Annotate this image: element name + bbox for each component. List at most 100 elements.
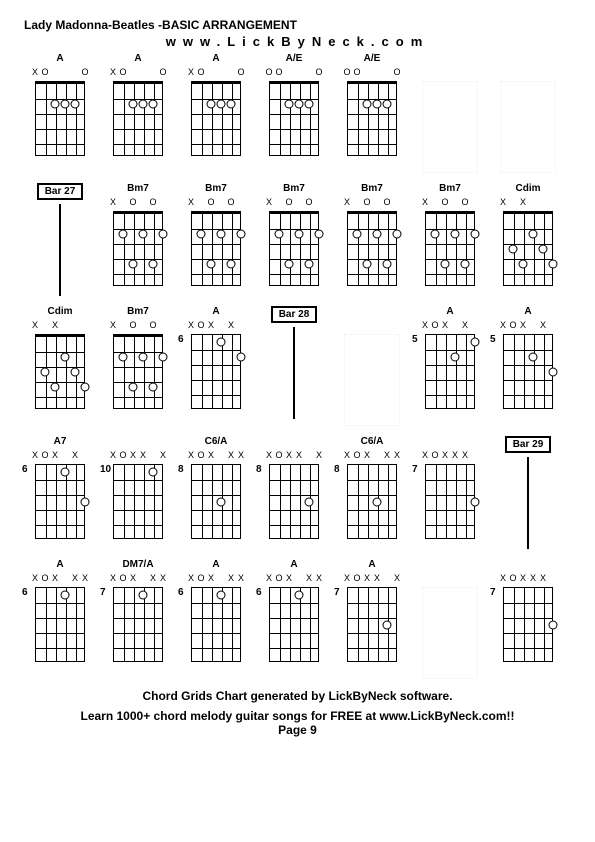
- fretboard-diagram: OOO: [266, 67, 322, 159]
- nut-mark: X: [420, 197, 430, 207]
- bar-label: Bar 27: [37, 183, 84, 200]
- nut-mark: X: [420, 320, 430, 330]
- chord-name: A: [212, 306, 219, 320]
- chord-diagram: Bm7XOO: [414, 183, 486, 296]
- nut-mark: O: [236, 67, 246, 77]
- fretboard-diagram: XOXXX6: [32, 573, 88, 665]
- nut-mark: X: [314, 450, 324, 460]
- chord-diagram: AXOXXX6: [258, 559, 330, 679]
- fret-number: 6: [22, 587, 28, 598]
- finger-dot: [51, 99, 60, 108]
- fretboard-diagram: XOXXX7: [500, 573, 556, 665]
- nut-mark: X: [498, 197, 508, 207]
- finger-dot: [363, 259, 372, 268]
- nut-mark: O: [80, 67, 90, 77]
- chord-name: Bm7: [127, 183, 149, 197]
- chord-name: A: [290, 559, 297, 573]
- chord-diagram: Bm7XOO: [180, 183, 252, 296]
- fretboard-diagram: XOXXX8: [344, 450, 400, 542]
- chord-diagram: AXOO: [102, 53, 174, 173]
- finger-dot: [207, 259, 216, 268]
- finger-dot: [393, 229, 402, 238]
- nut-mark: X: [108, 320, 118, 330]
- chord-name: [449, 436, 452, 450]
- fret-number: 8: [334, 464, 340, 475]
- nut-mark: O: [196, 67, 206, 77]
- nut-mark: X: [362, 573, 372, 583]
- nut-mark: O: [40, 450, 50, 460]
- finger-dot: [227, 99, 236, 108]
- blank-cell: [336, 306, 408, 426]
- finger-dot: [529, 352, 538, 361]
- nut-mark: X: [236, 450, 246, 460]
- nut-mark: O: [440, 197, 450, 207]
- finger-dot: [451, 352, 460, 361]
- finger-dot: [461, 259, 470, 268]
- chord-name: A: [524, 306, 531, 320]
- chord-diagram: C6/AXOXXX8: [180, 436, 252, 549]
- page-number: Page 9: [24, 723, 571, 737]
- chord-name: A: [56, 559, 63, 573]
- nut-mark: O: [196, 320, 206, 330]
- finger-dot: [549, 620, 558, 629]
- song-title: Lady Madonna-Beatles -BASIC ARRANGEMENT: [24, 18, 571, 32]
- nut-mark: X: [460, 450, 470, 460]
- finger-dot: [81, 382, 90, 391]
- nut-mark: X: [304, 573, 314, 583]
- chord-diagram: Bm7XOO: [102, 306, 174, 426]
- nut-mark: O: [206, 197, 216, 207]
- chord-name: A: [212, 53, 219, 67]
- nut-mark: X: [108, 197, 118, 207]
- nut-mark: X: [538, 320, 548, 330]
- fretboard-diagram: XX: [500, 197, 556, 289]
- nut-mark: O: [460, 197, 470, 207]
- finger-dot: [129, 99, 138, 108]
- finger-dot: [373, 497, 382, 506]
- finger-dot: [431, 229, 440, 238]
- finger-dot: [549, 259, 558, 268]
- nut-mark: X: [236, 573, 246, 583]
- chord-name: A: [56, 53, 63, 67]
- fretboard-diagram: XOO: [188, 197, 244, 289]
- chord-diagram: A/EOOO: [258, 53, 330, 173]
- finger-dot: [285, 99, 294, 108]
- nut-mark: X: [518, 320, 528, 330]
- finger-dot: [139, 99, 148, 108]
- chord-grid: AXOOAXOOAXOOA/EOOOA/EOOO Bar 27Bm7XOOBm7…: [24, 53, 571, 683]
- nut-mark: X: [284, 573, 294, 583]
- finger-dot: [129, 382, 138, 391]
- nut-mark: X: [528, 573, 538, 583]
- nut-mark: X: [294, 450, 304, 460]
- chord-diagram: Bm7XOO: [336, 183, 408, 296]
- fret-number: 5: [412, 334, 418, 345]
- fretboard-diagram: XOO: [188, 67, 244, 159]
- fretboard-diagram: XOXXX8: [188, 450, 244, 542]
- chord-diagram: AXOXX6: [180, 306, 252, 426]
- chord-diagram: A/EOOO: [336, 53, 408, 173]
- nut-mark: O: [196, 450, 206, 460]
- nut-mark: X: [148, 573, 158, 583]
- nut-mark: X: [518, 197, 528, 207]
- nut-mark: O: [382, 197, 392, 207]
- finger-dot: [81, 497, 90, 506]
- chord-name: Bm7: [127, 306, 149, 320]
- fret-number: 7: [490, 587, 496, 598]
- nut-mark: X: [158, 450, 168, 460]
- fret-number: 5: [490, 334, 496, 345]
- chord-name: A/E: [364, 53, 381, 67]
- chord-name: Cdim: [48, 306, 73, 320]
- website-url: www.LickByNeck.com: [24, 34, 571, 49]
- nut-mark: O: [118, 573, 128, 583]
- finger-dot: [363, 99, 372, 108]
- nut-mark: O: [314, 67, 324, 77]
- nut-mark: O: [274, 67, 284, 77]
- nut-mark: X: [128, 450, 138, 460]
- finger-dot: [383, 620, 392, 629]
- finger-dot: [149, 259, 158, 268]
- chord-diagram: C6/AXOXXX8: [336, 436, 408, 549]
- finger-dot: [353, 229, 362, 238]
- nut-mark: O: [128, 197, 138, 207]
- nut-mark: O: [158, 67, 168, 77]
- finger-dot: [295, 229, 304, 238]
- finger-dot: [61, 99, 70, 108]
